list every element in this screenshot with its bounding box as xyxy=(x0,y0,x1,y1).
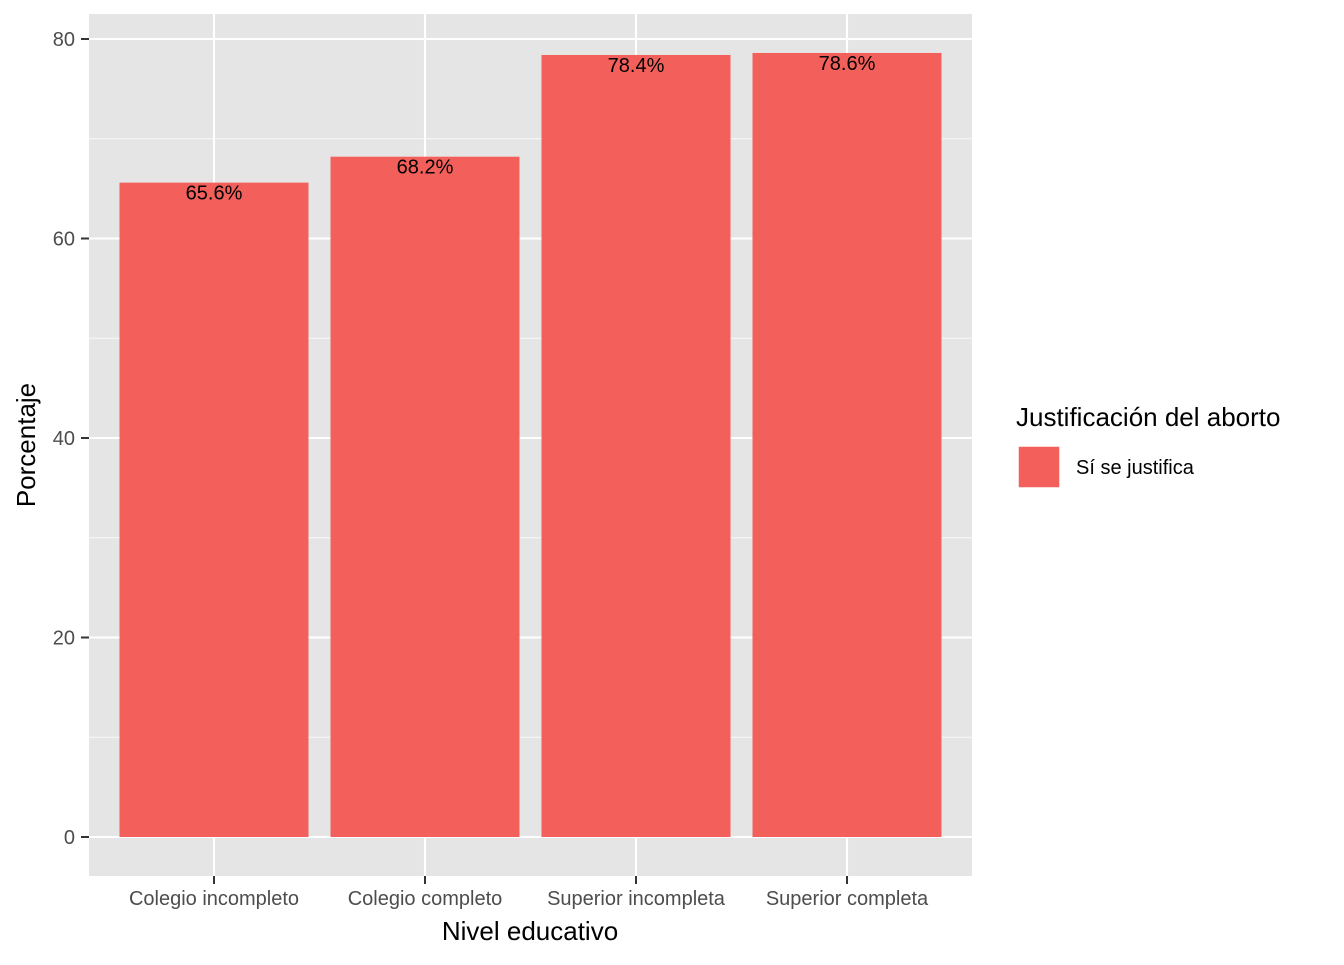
x-tick-label: Superior completa xyxy=(766,888,929,910)
x-tick-label: Colegio incompleto xyxy=(129,888,299,910)
y-tick-label: 40 xyxy=(53,428,75,450)
y-tick-label: 60 xyxy=(53,229,75,251)
bar xyxy=(752,52,942,837)
x-axis-title: Nivel educativo xyxy=(442,916,618,946)
bars xyxy=(119,52,942,837)
legend-key-si-se-justifica xyxy=(1017,445,1061,489)
bar xyxy=(330,156,520,837)
data-label: 65.6% xyxy=(186,183,243,205)
x-tick-label: Superior incompleta xyxy=(547,888,726,910)
bar xyxy=(541,54,731,837)
x-axis: Colegio incompleto Colegio completo Superi… xyxy=(129,876,929,910)
x-tick-label: Colegio completo xyxy=(348,888,503,910)
y-axis: 0 20 40 60 80 xyxy=(53,29,89,849)
legend-label-si-se-justifica: Sí se justifica xyxy=(1076,457,1195,479)
legend-title: Justificación del aborto xyxy=(1016,402,1280,432)
legend: Justificación del aborto Sí se justifica xyxy=(1016,402,1280,489)
data-label: 78.6% xyxy=(819,53,876,75)
data-label: 78.4% xyxy=(608,55,665,77)
data-labels: 65.6% 68.2% 78.4% 78.6% xyxy=(186,53,876,205)
y-tick-label: 20 xyxy=(53,628,75,650)
y-tick-label: 0 xyxy=(64,827,75,849)
y-axis-title: Porcentaje xyxy=(11,383,41,507)
bar xyxy=(119,182,309,837)
data-label: 68.2% xyxy=(397,157,454,179)
y-tick-label: 80 xyxy=(53,29,75,51)
